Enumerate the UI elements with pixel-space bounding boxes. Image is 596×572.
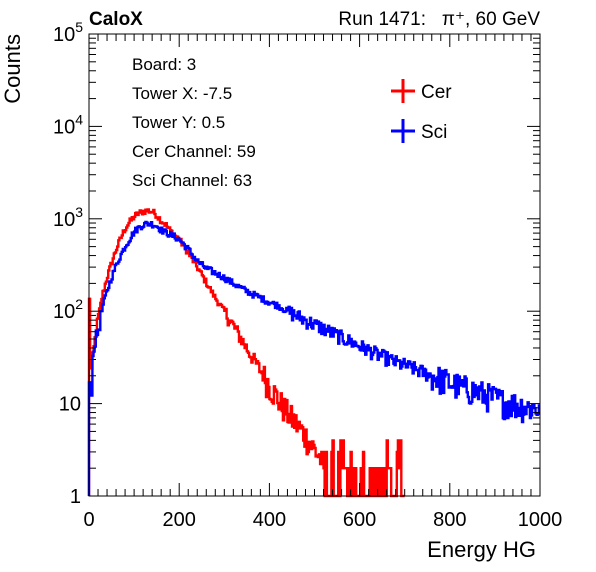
x-tick-label: 600	[343, 509, 376, 531]
x-tick-label: 800	[433, 509, 466, 531]
y-tick-label: 10	[59, 394, 81, 416]
y-axis-label: Counts	[0, 34, 25, 104]
series-cer	[87, 208, 405, 498]
info-box-line: Board: 3	[132, 55, 196, 74]
info-box-background	[124, 48, 360, 196]
y-tick-label: 103	[53, 204, 83, 231]
chart-label-left: CaloX	[89, 9, 143, 30]
legend-entry-cer: Cer	[391, 79, 452, 103]
info-box-line: Sci Channel: 63	[132, 171, 252, 190]
info-box-line: Cer Channel: 59	[132, 142, 256, 161]
legend-label: Sci	[421, 122, 447, 143]
info-box: Board: 3 Tower X: -7.5 Tower Y: 0.5 Cer Cha…	[124, 48, 360, 196]
legend-entry-sci: Sci	[391, 119, 447, 143]
legend: Cer Sci	[391, 79, 452, 143]
series-sci-line	[87, 220, 541, 496]
info-box-line: Tower Y: 0.5	[132, 113, 225, 132]
series-sci	[87, 220, 541, 496]
series-layer	[87, 208, 541, 498]
x-tick-label: 1000	[518, 509, 563, 531]
series-cer-line	[87, 208, 405, 498]
chart-label-right: Run 1471: π⁺, 60 GeV	[338, 9, 540, 30]
legend-label: Cer	[421, 82, 452, 103]
y-tick-label: 1	[70, 486, 81, 508]
x-tick-label: 0	[83, 509, 94, 531]
axes-layer: 0 200 400 600 800 1000 1 10 102 103 104 105	[53, 19, 562, 531]
x-tick-label: 400	[253, 509, 286, 531]
info-box-line: Tower X: -7.5	[132, 84, 232, 103]
y-tick-label: 105	[53, 19, 83, 46]
x-axis-label: Energy HG	[427, 537, 536, 562]
x-tick-label: 200	[163, 509, 196, 531]
y-tick-label: 102	[53, 296, 83, 323]
y-tick-label: 104	[53, 111, 83, 138]
